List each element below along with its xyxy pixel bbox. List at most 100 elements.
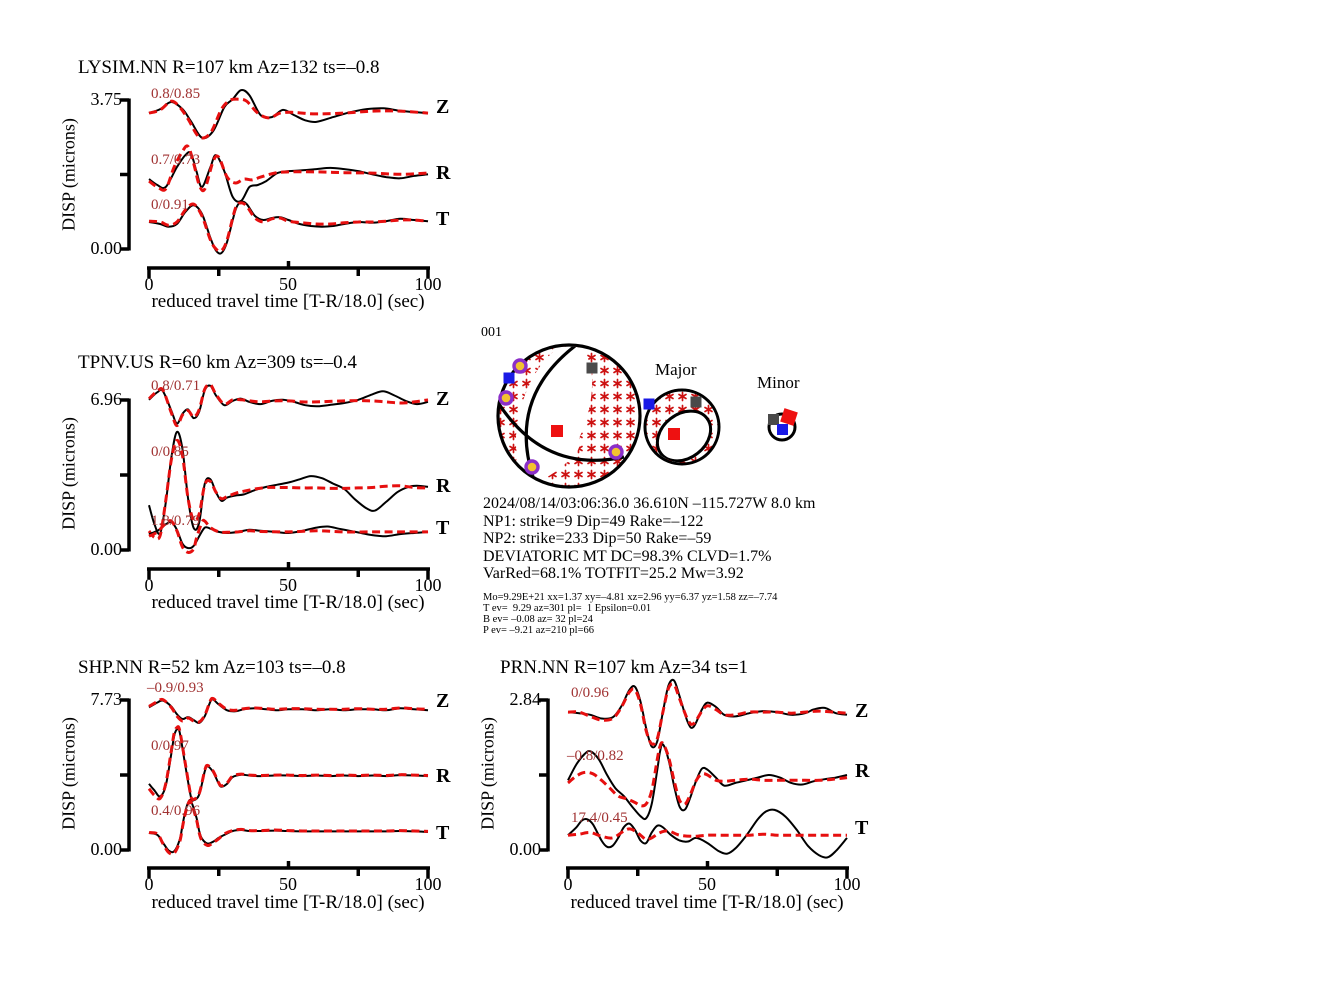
x-tick-0: 0 [144, 874, 154, 894]
nodal-plane-2 [499, 403, 625, 462]
fit-annotation-z: 0/0.96 [571, 685, 609, 701]
y-max-label: 3.75 [90, 89, 123, 109]
y-min-label: 0.00 [90, 539, 123, 559]
panel-title: LYSIM.NN R=107 km Az=132 ts=–0.8 [78, 57, 380, 78]
synthetic-trace-t [148, 518, 428, 554]
fit-annotation-r: 0/0.85 [151, 444, 189, 460]
synthetic-trace-r [147, 439, 429, 541]
x-tick-100: 100 [414, 575, 442, 595]
synthetic-trace-z [147, 382, 429, 428]
fit-annotation-r: 0.7/0.73 [151, 152, 201, 168]
focal-mechanism-beachball-minor [767, 408, 798, 442]
fit-annotation-z: 0.8/0.71 [151, 378, 201, 394]
synthetic-trace-t [148, 799, 429, 856]
synthetic-trace-z [148, 97, 429, 140]
x-tick-50: 50 [279, 274, 297, 294]
synthetic-trace-z [148, 696, 429, 724]
y-axis-label: DISP (microns) [58, 417, 79, 530]
nodal-plane-1 [524, 346, 576, 478]
t-axis-marker [668, 428, 680, 440]
y-max-label: 7.73 [90, 689, 123, 709]
minor-beachball-label: Minor [757, 373, 800, 392]
synthetic-trace-r [567, 741, 848, 808]
x-tick-0: 0 [144, 274, 154, 294]
synthetic-trace-r [147, 725, 429, 802]
y-min-label: 0.00 [90, 238, 123, 258]
fit-annotation-r: –0.8/0.82 [567, 748, 624, 764]
component-label-r: R [855, 760, 870, 782]
event-origin-line: 2024/08/14/03:06:36.0 36.610N –115.727W … [483, 495, 816, 512]
component-label-z: Z [436, 690, 450, 712]
component-label-t: T [436, 208, 450, 230]
x-tick-50: 50 [279, 575, 297, 595]
fit-annotation-t: 0/0.91 [151, 197, 189, 213]
observed-trace-r [567, 743, 848, 821]
x-tick-0: 0 [563, 874, 573, 894]
station-position-markers [498, 358, 624, 475]
synthetic-trace-r [148, 144, 429, 193]
synthetic-trace-t [567, 827, 847, 842]
x-tick-100: 100 [414, 274, 442, 294]
x-tick-50: 50 [279, 874, 297, 894]
fit-annotation-r: 0/0.97 [151, 738, 189, 754]
synthetic-trace-t [148, 201, 429, 253]
component-label-t: T [436, 517, 450, 539]
y-min-label: 0.00 [509, 839, 542, 859]
y-axis-label: DISP (microns) [58, 118, 79, 231]
b-axis-marker [586, 362, 598, 374]
component-label-z: Z [436, 388, 450, 410]
observed-trace-t [567, 808, 848, 859]
moment-tensor-elements-line: Mo=9.29E+21 xx=1.37 xy=–4.81 xz=2.96 yy=… [483, 592, 778, 603]
y-min-label: 0.00 [90, 839, 123, 859]
y-max-label: 6.96 [90, 389, 123, 409]
fit-summary-line: VarRed=68.1% TOTFIT=25.2 Mw=3.92 [483, 565, 744, 582]
x-axis-label: reduced travel time [T-R/18.0] (sec) [151, 291, 425, 312]
fit-annotation-t: 17.4/0.45 [571, 810, 628, 826]
synthetic-trace-z [567, 682, 848, 746]
panel-title: TPNV.US R=60 km Az=309 ts=–0.4 [78, 352, 357, 373]
observed-trace-r [148, 151, 429, 203]
x-tick-0: 0 [144, 575, 154, 595]
p-axis-line: P ev= –9.21 az=210 pl=66 [483, 625, 594, 636]
nodal-plane-1-line: NP1: strike=9 Dip=49 Rake=–122 [483, 513, 704, 530]
component-label-t: T [855, 817, 869, 839]
focal-mechanism-beachball-main [496, 343, 642, 489]
y-axis-label: DISP (microns) [58, 717, 79, 830]
p-axis-marker [777, 424, 788, 435]
fit-annotation-t: 1.8/0.79 [151, 513, 201, 529]
decomposition-line: DEVIATORIC MT DC=98.3% CLVD=1.7% [483, 548, 772, 565]
component-label-z: Z [436, 96, 450, 118]
observed-trace-t [148, 200, 429, 255]
y-max-label: 2.84 [509, 689, 542, 709]
component-label-r: R [436, 765, 451, 787]
component-label-z: Z [855, 700, 869, 722]
fit-annotation-t: 0.4/0.96 [151, 803, 201, 819]
observed-trace-z [567, 678, 848, 749]
component-label-r: R [436, 162, 451, 184]
fit-annotation-z: –0.9/0.93 [147, 680, 204, 696]
b-axis-line: B ev= –0.08 az= 32 pl=24 [483, 614, 593, 625]
b-axis-marker [690, 396, 702, 408]
x-tick-100: 100 [414, 874, 442, 894]
major-beachball-label: Major [655, 360, 697, 379]
observed-trace-r [148, 430, 429, 536]
b-axis-marker [768, 414, 779, 425]
p-axis-marker [503, 372, 515, 384]
t-axis-marker [780, 408, 798, 426]
t-axis-marker [551, 425, 563, 437]
component-label-r: R [436, 475, 451, 497]
x-tick-50: 50 [698, 874, 716, 894]
t-axis-line: T ev= 9.29 az=301 pl= 1 Epsilon=0.01 [483, 603, 652, 614]
component-label-t: T [436, 822, 450, 844]
panel-title: PRN.NN R=107 km Az=34 ts=1 [500, 657, 749, 678]
x-axis-label: reduced travel time [T-R/18.0] (sec) [151, 892, 425, 913]
fit-annotation-z: 0.8/0.85 [151, 86, 201, 102]
y-axis-label: DISP (microns) [477, 717, 498, 830]
x-axis-label: reduced travel time [T-R/18.0] (sec) [570, 892, 844, 913]
focal-mechanism-beachball-major [643, 388, 721, 466]
solution-id-label: 001 [481, 325, 502, 340]
panel-title: SHP.NN R=52 km Az=103 ts=–0.8 [78, 657, 346, 678]
p-axis-marker [643, 398, 655, 410]
